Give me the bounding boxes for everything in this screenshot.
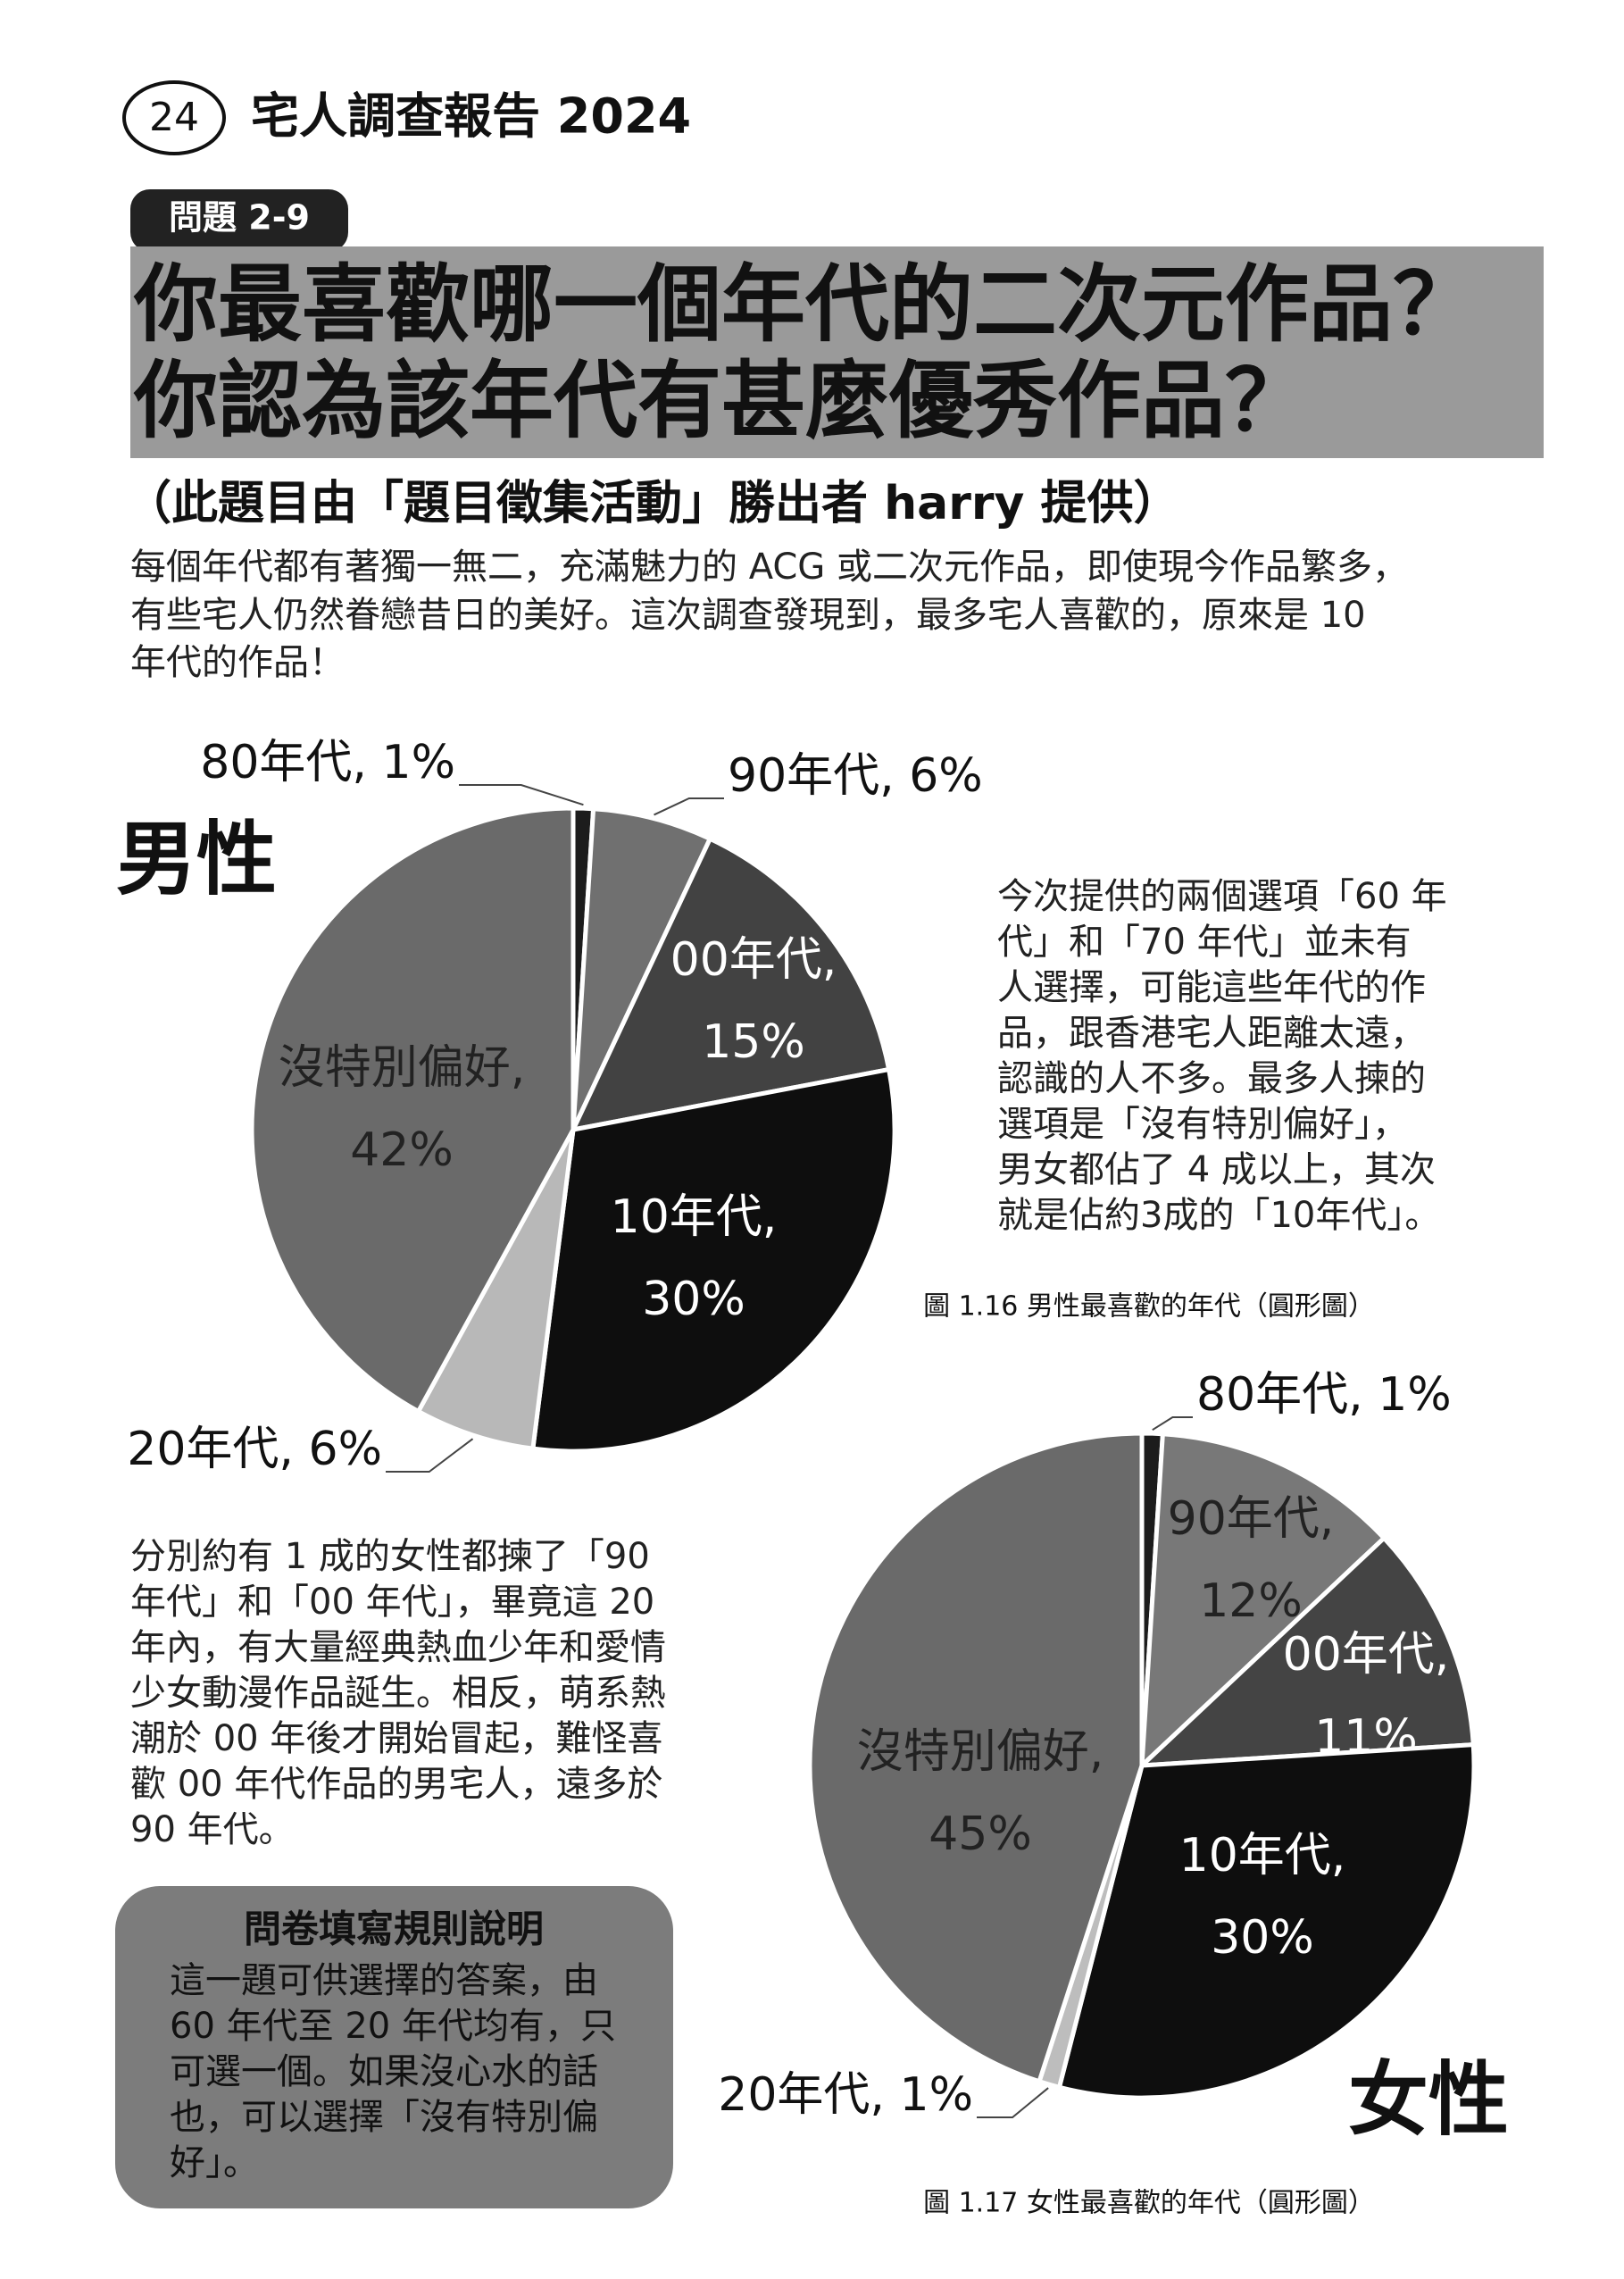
note-line: 今次提供的兩個選項「60 年 (997, 876, 1447, 917)
note-line: 選項是「沒有特別偏好」， (997, 1104, 1408, 1145)
note-line: 代」和「70 年代」並未有 (997, 922, 1412, 963)
intro-line: 年代的作品！ (130, 642, 345, 683)
note-line: 男女都佔了 4 成以上，其次 (997, 1149, 1436, 1190)
note-line: 年內，有大量經典熱血少年和愛情 (130, 1627, 666, 1668)
question-tag: 問題 2-9 (169, 198, 310, 238)
pie-slice (249, 806, 576, 1415)
rules-line: 好」。 (170, 2142, 259, 2183)
data-label: 10年代, 30% (611, 1190, 778, 1326)
pie-slice (415, 1128, 576, 1451)
data-label: 90年代, 6% (728, 749, 983, 803)
rules-line: 可選一個。如果沒心水的話 (170, 2051, 598, 2092)
male-label: 男性 (116, 813, 277, 906)
leader-line (1152, 1416, 1193, 1432)
pie-slice (570, 806, 713, 1131)
note-line: 歡 00 年代作品的男宅人，遠多於 (130, 1764, 662, 1805)
chart-caption: 圖 1.16 男性最喜歡的年代（圓形圖） (923, 1291, 1375, 1323)
pie-slice (530, 1066, 897, 1454)
intro-line: 每個年代都有著獨一無二，充滿魅力的 ACG 或二次元作品，即使現今作品繁多， (130, 547, 1408, 588)
note-line: 90 年代。 (130, 1809, 295, 1850)
question-title: 你最喜歡哪一個年代的二次元作品？ (133, 256, 1477, 354)
intro-line: 有些宅人仍然眷戀昔日的美好。這次調查發現到，最多宅人喜歡的，原來是 10 (130, 595, 1366, 636)
note-line: 分別約有 1 成的女性都揀了「90 (130, 1536, 650, 1577)
data-label: 20年代, 6% (127, 1423, 382, 1476)
note-line: 少女動漫作品誕生。相反，萌系熱 (130, 1673, 666, 1714)
data-label: 10年代, 30% (1179, 1829, 1346, 1965)
data-label: 沒特別偏好, 42% (279, 1041, 526, 1177)
pie-slice (1139, 1432, 1387, 1772)
note-line: 人選擇，可能這些年代的作 (997, 967, 1426, 1008)
leader-line (459, 784, 584, 806)
subtitle: （此題目由「題目徵集活動」勝出者 harry 提供） (125, 477, 1180, 530)
note-line: 潮於 00 年後才開始冒起，難怪喜 (130, 1718, 662, 1759)
note-line: 年代」和「00 年代」，畢竟這 20 (130, 1582, 654, 1623)
data-label: 00年代, 11% (1283, 1628, 1450, 1764)
data-label: 20年代, 1% (718, 2068, 973, 2122)
question-title: 你認為該年代有甚麼優秀作品？ (133, 353, 1309, 450)
data-label: 80年代, 1% (1196, 1368, 1452, 1422)
data-label: 00年代, 15% (670, 933, 837, 1069)
pie-slice (1136, 1534, 1476, 1768)
note-line: 就是佔約3成的「10年代」。 (997, 1195, 1440, 1236)
leader-line (654, 797, 724, 816)
page-number-circle (122, 80, 226, 155)
page-number: 24 (149, 95, 199, 140)
report-title: 宅人調查報告 2024 (251, 88, 691, 145)
leader-line (386, 1438, 474, 1473)
data-label: 沒特別偏好, 45% (857, 1725, 1104, 1861)
rules-line: 這一題可供選擇的答案，由 (170, 1960, 598, 2001)
note-line: 品，跟香港宅人距離太遠， (997, 1013, 1426, 1054)
note-line: 認識的人不多。最多人揀的 (997, 1058, 1426, 1099)
rules-title: 問卷填寫規則說明 (244, 1908, 544, 1951)
rules-box (115, 1886, 673, 2208)
data-label: 80年代, 1% (200, 736, 455, 789)
rules-line: 也，可以選擇「沒有特別偏 (170, 2097, 598, 2138)
pie-slice (569, 835, 892, 1133)
pie-slice (807, 1431, 1145, 2084)
question-tag-box (130, 189, 348, 252)
rules-line: 60 年代至 20 年代均有，只 (170, 2006, 616, 2047)
female-label: 女性 (1348, 2053, 1509, 2147)
title-banner (130, 246, 1544, 458)
pie-slice (1056, 1741, 1477, 2100)
chart-caption: 圖 1.17 女性最喜歡的年代（圓形圖） (923, 2188, 1375, 2219)
data-label: 90年代, 12% (1168, 1492, 1335, 1628)
leader-line (977, 2087, 1049, 2118)
